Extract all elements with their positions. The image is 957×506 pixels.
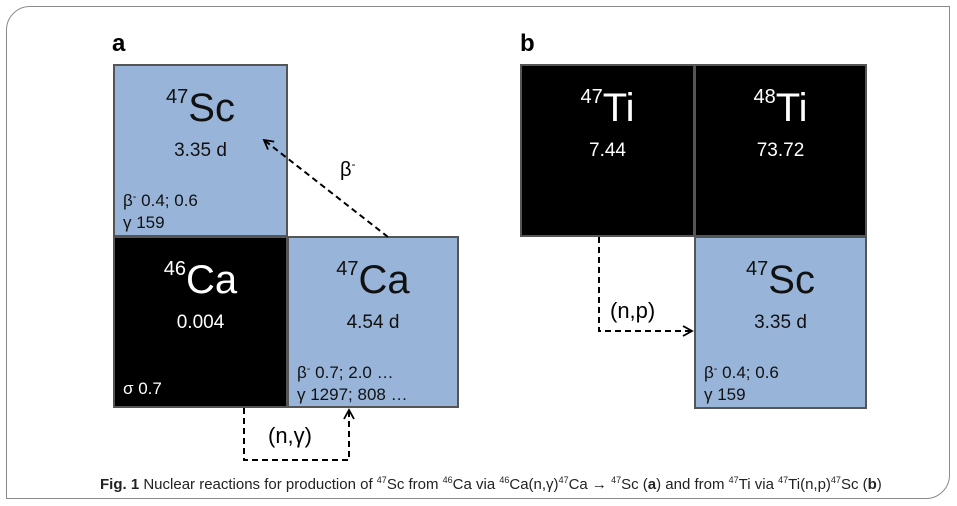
abundance: 73.72	[756, 140, 805, 161]
reaction-label-n-gamma: (n,γ)	[268, 423, 312, 448]
isotope-symbol: 47Sc	[166, 86, 235, 130]
reaction-label-n-p: (n,p)	[610, 298, 656, 323]
abundance: 0.004	[176, 312, 225, 333]
cell-ca46: 46Ca 0.004 σ 0.7	[113, 236, 288, 408]
cell-sc47-b: 47Sc 3.35 d β- 0.4; 0.6 γ 159	[694, 236, 867, 409]
half-life: 4.54 d	[346, 312, 400, 333]
cell-ti47: 47Ti 7.44	[520, 64, 695, 237]
decay-info: β- 0.4; 0.6 γ 159	[123, 191, 198, 232]
isotope-symbol: 47Ti	[580, 86, 635, 130]
half-life: 3.35 d	[754, 312, 807, 333]
cell-sc47-a: 47Sc 3.35 d β- 0.4; 0.6 γ 159	[113, 64, 288, 237]
n-gamma-arrow	[243, 408, 355, 461]
panel-a-label: a	[112, 30, 126, 57]
isotope-symbol: 47Sc	[746, 258, 815, 302]
beta-decay-label: β-	[340, 157, 356, 181]
figure-caption: Fig. 1 Nuclear reactions for production …	[100, 475, 882, 493]
beta-decay-arrow	[262, 138, 389, 238]
isotope-symbol: 48Ti	[753, 86, 808, 130]
isotope-symbol: 47Ca	[336, 258, 410, 302]
cross-section: σ 0.7	[123, 379, 162, 398]
n-p-arrow	[598, 237, 694, 337]
cell-ca47: 47Ca 4.54 d β- 0.7; 2.0 … γ 1297; 808 …	[287, 236, 459, 408]
cell-ti48: 48Ti 73.72	[694, 64, 867, 237]
decay-info: β- 0.4; 0.6 γ 159	[704, 363, 779, 404]
isotope-symbol: 46Ca	[163, 258, 238, 302]
figure-frame	[6, 6, 950, 499]
abundance: 7.44	[589, 140, 626, 161]
decay-info: β- 0.7; 2.0 … γ 1297; 808 …	[297, 363, 408, 404]
panel-b-label: b	[520, 30, 535, 57]
half-life: 3.35 d	[174, 140, 227, 161]
